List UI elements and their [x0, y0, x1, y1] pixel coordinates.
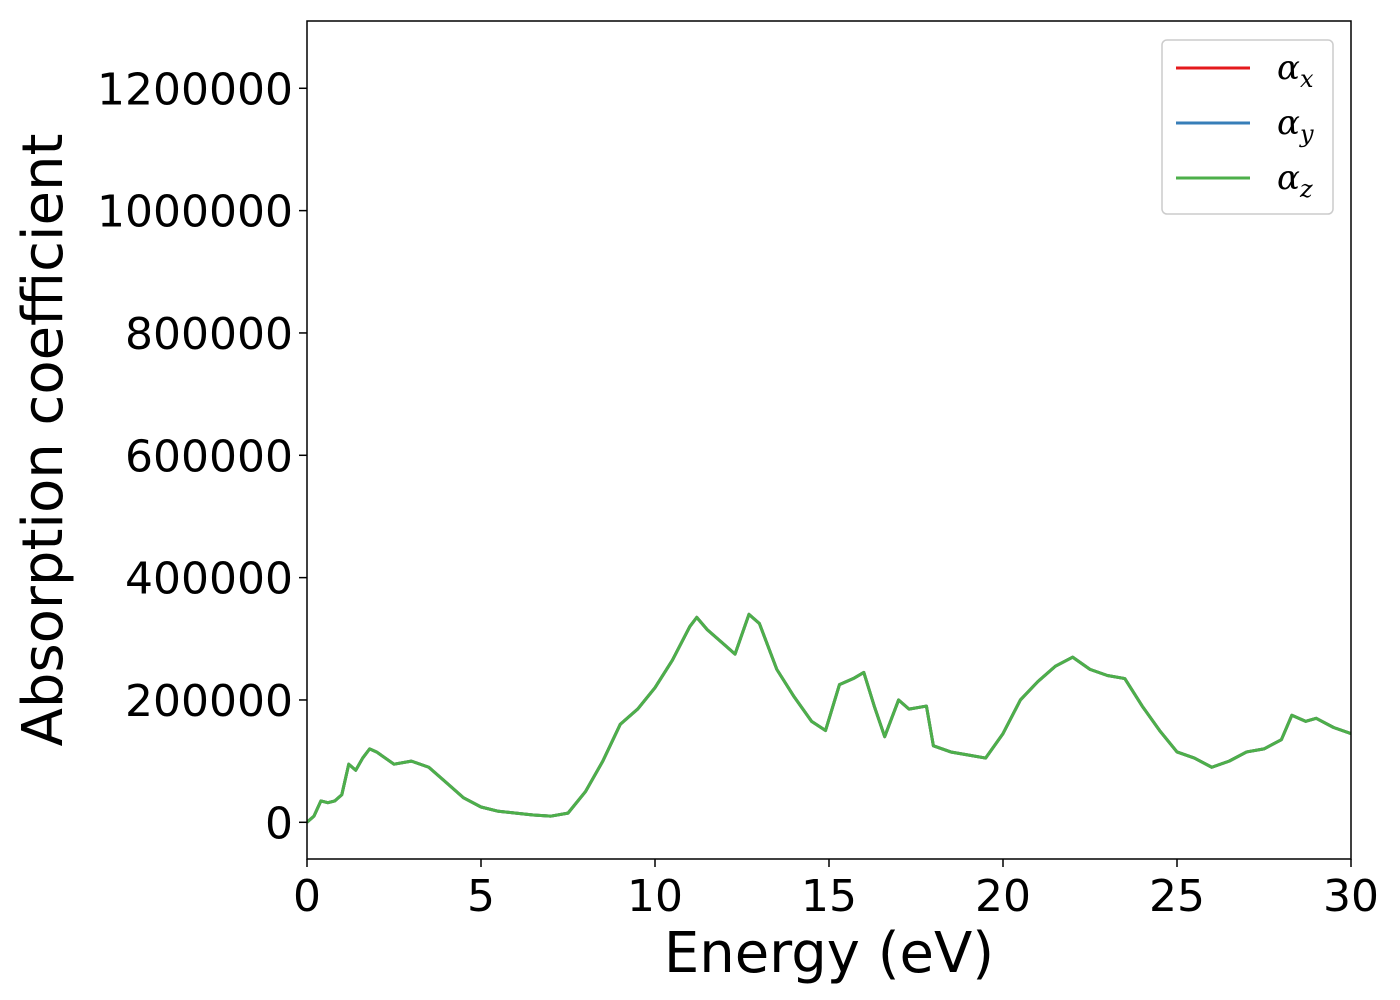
x-axis-label: Energy (eV)	[664, 921, 994, 986]
legend: αx αy αz	[1161, 39, 1334, 215]
y-tick-label: 800000	[125, 309, 293, 360]
x-tick-label: 25	[1149, 871, 1205, 922]
y-axis-label: Absorption coefficient	[11, 134, 76, 747]
legend-label-y: αy	[1277, 103, 1314, 148]
x-tick-label: 20	[975, 871, 1031, 922]
y-tick-label: 600000	[125, 431, 293, 482]
legend-box	[1161, 39, 1334, 215]
x-tick-label: 0	[293, 871, 321, 922]
y-tick-label: 1000000	[97, 187, 293, 238]
x-axis-ticks: 0 5 10 15 20 25 30	[293, 859, 1379, 922]
x-tick-label: 5	[467, 871, 495, 922]
series-layer	[307, 612, 1351, 824]
x-tick-label: 15	[801, 871, 857, 922]
x-tick-label: 30	[1323, 871, 1379, 922]
y-tick-label: 400000	[125, 554, 293, 605]
y-axis-ticks: 0 200000 400000 600000 800000 1000000 1200000	[97, 64, 307, 849]
series-line-z	[307, 612, 1351, 824]
y-tick-label: 200000	[125, 676, 293, 727]
legend-label-x: αx	[1277, 48, 1314, 93]
legend-entries: αx αy αz	[1176, 48, 1314, 203]
y-tick-label: 1200000	[97, 64, 293, 115]
legend-label-z: αz	[1277, 158, 1313, 203]
y-tick-label: 0	[265, 798, 293, 849]
x-tick-label: 10	[627, 871, 683, 922]
